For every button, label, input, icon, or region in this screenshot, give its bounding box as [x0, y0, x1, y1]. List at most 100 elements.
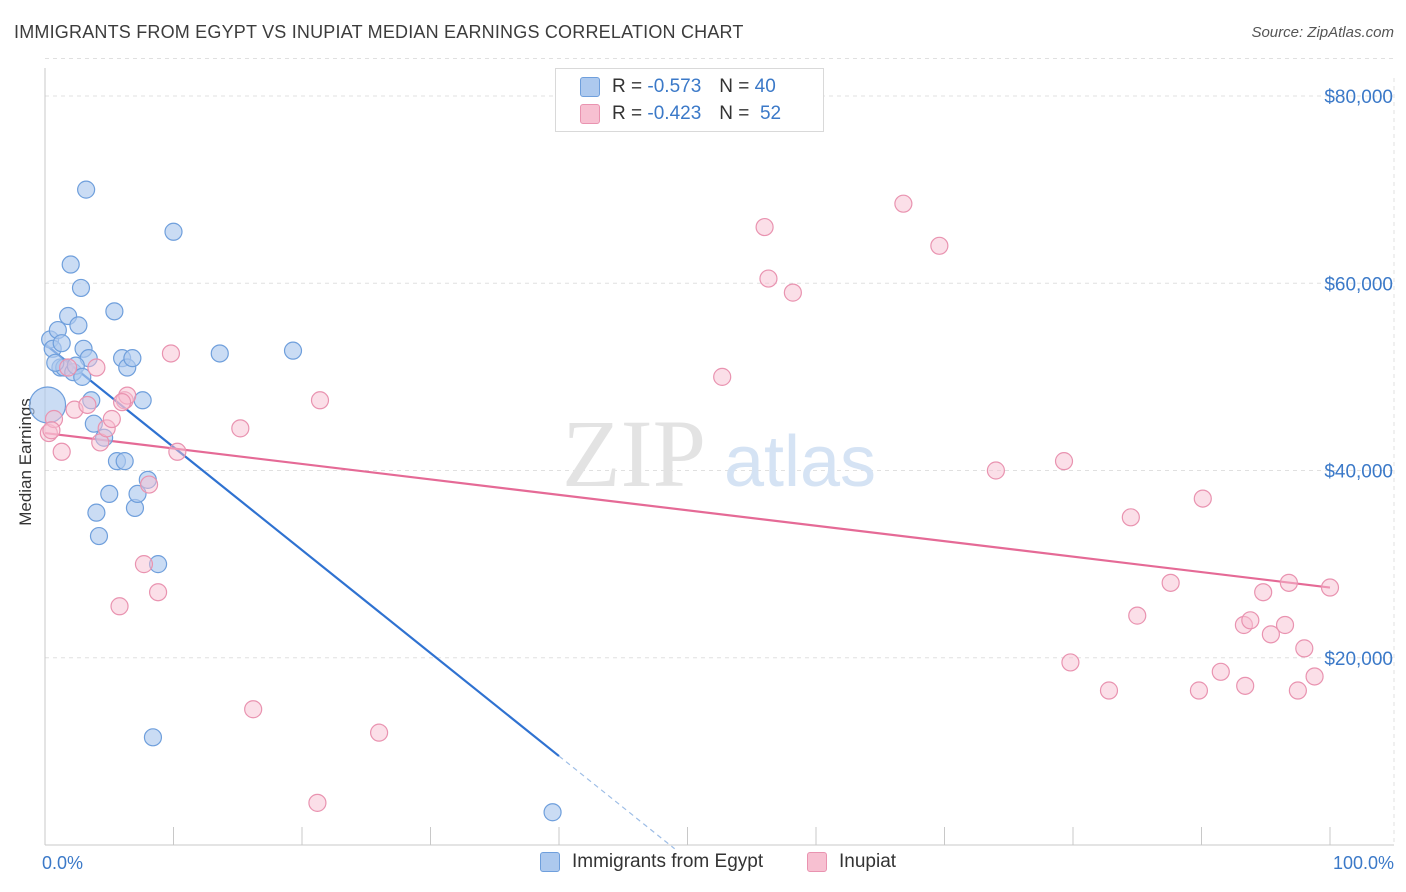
point-inupiat	[1211, 662, 1230, 681]
point-inupiat	[894, 194, 913, 213]
point-inupiat	[1189, 681, 1209, 700]
point-inupiat	[1320, 578, 1340, 597]
tick-labels: $20,000 $40,000 $60,000 $80,000 0.0% 100.0%	[42, 87, 1394, 873]
point-egypt	[71, 278, 91, 298]
point-inupiat	[59, 358, 78, 377]
bottom-legend-inupiat: Inupiat	[807, 851, 896, 873]
point-inupiat	[42, 421, 61, 440]
point-egypt	[164, 222, 183, 241]
watermark-atlas: atlas	[724, 422, 876, 502]
point-egypt	[105, 302, 124, 321]
legend-r-value: -0.573	[647, 76, 702, 97]
point-inupiat	[1128, 606, 1147, 625]
point-inupiat	[78, 395, 97, 415]
bottom-legend-swatch-egypt	[540, 852, 560, 872]
point-inupiat	[1193, 489, 1212, 508]
bottom-legend-label-inupiat: Inupiat	[839, 851, 897, 872]
point-inupiat	[102, 409, 121, 429]
point-inupiat	[1241, 611, 1260, 630]
point-egypt	[89, 526, 109, 546]
chart-title: IMMIGRANTS FROM EGYPT VS INUPIAT MEDIAN …	[14, 22, 744, 42]
point-inupiat	[244, 700, 263, 719]
y-tick-label: $40,000	[1324, 462, 1393, 483]
point-egypt	[69, 316, 88, 335]
data-points	[28, 180, 1340, 822]
point-egypt	[283, 341, 303, 360]
legend-n-label: N =	[719, 103, 750, 124]
point-inupiat	[1099, 681, 1119, 700]
x-tick-label-max: 100.0%	[1333, 853, 1394, 873]
point-egypt	[123, 349, 142, 368]
point-inupiat	[1279, 573, 1298, 592]
point-inupiat	[370, 723, 389, 742]
legend-n-value: 40	[754, 76, 776, 97]
point-inupiat	[134, 555, 154, 574]
point-inupiat	[112, 393, 132, 412]
point-inupiat	[1295, 639, 1314, 658]
bottom-legend-egypt: Immigrants from Egypt	[540, 851, 763, 873]
point-inupiat	[1288, 681, 1307, 700]
point-egypt	[73, 367, 92, 386]
point-inupiat	[308, 793, 327, 812]
point-egypt	[77, 180, 96, 199]
y-tick-label: $20,000	[1324, 649, 1393, 670]
legend-n-value: 52	[759, 103, 782, 124]
legend-swatch-inupiat	[580, 104, 600, 124]
point-inupiat	[755, 217, 774, 237]
correlation-legend: R = -0.573 N = 40 R = -0.423 N = 52	[555, 68, 824, 132]
point-inupiat	[1261, 625, 1280, 644]
point-inupiat	[148, 583, 168, 602]
point-inupiat	[1161, 573, 1180, 592]
legend-r-label: R =	[612, 76, 643, 97]
point-egypt	[210, 344, 229, 363]
y-tick-label: $60,000	[1324, 274, 1393, 295]
point-inupiat	[986, 461, 1006, 480]
point-inupiat	[231, 419, 250, 438]
x-tick-label-min: 0.0%	[42, 853, 83, 873]
axes	[44, 68, 1394, 846]
point-inupiat	[1275, 615, 1295, 635]
point-egypt	[61, 255, 80, 274]
point-inupiat	[1254, 583, 1273, 602]
point-inupiat	[759, 269, 778, 288]
source-label: Source: ZipAtlas.com	[1251, 24, 1394, 41]
legend-r-value: -0.423	[647, 103, 702, 124]
watermark-zip: ZIP	[562, 400, 706, 507]
point-egypt	[100, 484, 119, 504]
point-inupiat	[1305, 667, 1324, 686]
bottom-legend-swatch-inupiat	[807, 852, 827, 872]
point-inupiat	[161, 344, 181, 363]
trend-line-egypt-extension	[558, 755, 676, 850]
point-inupiat	[930, 236, 949, 255]
point-egypt	[143, 728, 163, 747]
point-egypt	[87, 503, 106, 522]
legend-r-label: R =	[612, 103, 643, 124]
point-inupiat	[1061, 653, 1080, 672]
point-egypt	[543, 803, 562, 822]
point-inupiat	[52, 442, 71, 461]
point-inupiat	[1121, 508, 1140, 527]
point-inupiat	[310, 391, 330, 410]
point-inupiat	[1054, 452, 1074, 471]
gridlines	[45, 58, 1395, 845]
point-inupiat	[110, 597, 129, 616]
point-egypt	[115, 452, 134, 471]
y-tick-label: $80,000	[1324, 87, 1393, 108]
point-inupiat	[139, 475, 159, 494]
point-inupiat	[1236, 676, 1255, 695]
legend-n-label: N =	[719, 76, 750, 97]
point-egypt	[52, 334, 71, 353]
legend-swatch-egypt	[580, 77, 600, 97]
trend-lines	[44, 343, 1331, 850]
point-inupiat	[168, 442, 187, 461]
point-inupiat	[783, 283, 802, 302]
point-egypt	[133, 391, 152, 410]
trend-line-egypt	[44, 343, 560, 757]
bottom-legend-label-egypt: Immigrants from Egypt	[572, 851, 764, 872]
legend-row-egypt: R = -0.573 N = 40	[580, 74, 776, 100]
point-inupiat	[713, 367, 732, 386]
point-inupiat	[87, 358, 106, 377]
trend-line-inupiat	[44, 431, 1331, 589]
legend-row-inupiat: R = -0.423 N = 52	[580, 101, 781, 127]
